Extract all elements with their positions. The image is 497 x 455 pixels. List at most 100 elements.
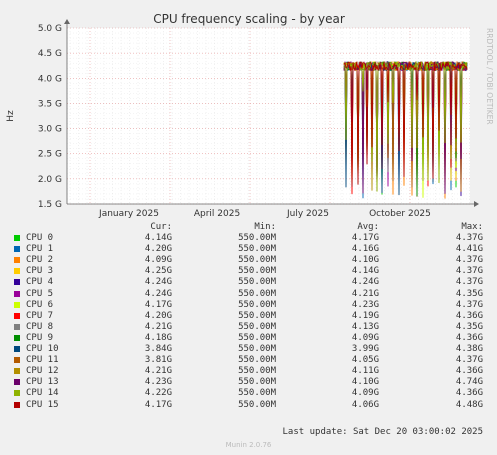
legend-row: CPU 15 4.17G 550.00M 4.06G 4.48G: [0, 400, 497, 411]
legend-avg-value: 4.06G: [351, 399, 379, 410]
legend-cur-value: 3.81G: [144, 355, 172, 366]
legend-max-value: 4.36G: [455, 366, 483, 377]
legend-max-value: 4.37G: [455, 355, 483, 366]
legend-cur-value: 4.23G: [144, 377, 172, 388]
legend-swatch: [14, 257, 20, 264]
legend-swatch: [14, 379, 20, 386]
legend-avg-value: 4.16G: [351, 244, 379, 255]
legend-max-value: 4.37G: [455, 255, 483, 266]
rrdtool-watermark: RRDTOOL / TOBI OETIKER: [485, 28, 494, 125]
legend-avg-value: 3.99G: [351, 344, 379, 355]
legend-row: CPU 0 4.14G 550.00M 4.17G 4.37G: [0, 233, 497, 244]
generator-label: Munin 2.0.76: [225, 441, 272, 449]
legend-avg-value: 4.21G: [351, 288, 379, 299]
legend-swatch: [14, 401, 20, 408]
legend-avg-value: 4.23G: [351, 299, 379, 310]
legend-cur-value: 4.20G: [144, 310, 172, 321]
legend-series-name: CPU 13: [26, 377, 59, 388]
legend-series-name: CPU 2: [26, 255, 54, 266]
legend-cur-value: 4.18G: [144, 332, 172, 343]
y-tick-label: 3.0 G: [38, 125, 62, 135]
legend-max-value: 4.74G: [455, 377, 483, 388]
legend-min-value: 550.00M: [238, 355, 276, 366]
chart: 1.5 G 2.0 G 2.5 G 3.0 G 3.5 G 4.0 G 4.5 G 5.0 G…: [6, 12, 494, 219]
legend-avg-value: 4.24G: [351, 277, 379, 288]
y-tick-label: 5.0 G: [38, 24, 62, 34]
legend-swatch: [14, 323, 20, 330]
legend-header: Cur: Min: Avg: Max:: [0, 222, 497, 233]
legend-avg-value: 4.13G: [351, 321, 379, 332]
series-line-cpu-15: [343, 61, 468, 187]
legend-avg-value: 4.09G: [351, 388, 379, 399]
legend-min-value: 550.00M: [238, 310, 276, 321]
legend-row: CPU 6 4.17G 550.00M 4.23G 4.37G: [0, 300, 497, 311]
legend-avg-value: 4.19G: [351, 310, 379, 321]
legend-cur-value: 4.17G: [144, 399, 172, 410]
legend-series-name: CPU 9: [26, 332, 54, 343]
legend-avg-value: 4.05G: [351, 355, 379, 366]
legend-row: CPU 1 4.20G 550.00M 4.16G 4.41G: [0, 244, 497, 255]
legend-swatch: [14, 268, 20, 275]
legend-series-name: CPU 11: [26, 355, 59, 366]
legend-rows: CPU 0 4.14G 550.00M 4.17G 4.37G CPU 1 4.20G 550…: [0, 233, 497, 411]
legend-max-value: 4.35G: [455, 288, 483, 299]
legend-series-name: CPU 12: [26, 366, 59, 377]
legend-min-value: 550.00M: [238, 244, 276, 255]
legend-min-value: 550.00M: [238, 255, 276, 266]
legend-row: CPU 14 4.22G 550.00M 4.09G 4.36G: [0, 388, 497, 399]
legend-max-value: 4.36G: [455, 388, 483, 399]
y-tick-label: 3.5 G: [38, 99, 62, 109]
legend-avg-value: 4.17G: [351, 233, 379, 244]
legend-cur-value: 4.24G: [144, 288, 172, 299]
legend-min-value: 550.00M: [238, 399, 276, 410]
legend-series-name: CPU 14: [26, 388, 59, 399]
legend-series-name: CPU 4: [26, 277, 54, 288]
legend-row: CPU 9 4.18G 550.00M 4.09G 4.36G: [0, 333, 497, 344]
legend-row: CPU 7 4.20G 550.00M 4.19G 4.36G: [0, 311, 497, 322]
legend-min-value: 550.00M: [238, 321, 276, 332]
legend-swatch: [14, 279, 20, 286]
legend-header-max: Max:: [461, 222, 483, 232]
y-axis-arrow: [64, 19, 70, 24]
x-tick-label: April 2025: [194, 209, 240, 219]
legend-swatch: [14, 334, 20, 341]
x-axis-arrow: [474, 201, 479, 207]
legend-row: CPU 8 4.21G 550.00M 4.13G 4.35G: [0, 322, 497, 333]
legend-min-value: 550.00M: [238, 288, 276, 299]
legend-swatch: [14, 357, 20, 364]
legend-cur-value: 4.25G: [144, 266, 172, 277]
legend-max-value: 4.35G: [455, 321, 483, 332]
legend-row: CPU 13 4.23G 550.00M 4.10G 4.74G: [0, 377, 497, 388]
grid: [67, 27, 470, 205]
legend-series-name: CPU 8: [26, 321, 54, 332]
legend-series-name: CPU 15: [26, 399, 59, 410]
y-tick-label: 2.0 G: [38, 175, 62, 185]
x-tick-label: July 2025: [286, 209, 329, 219]
legend-row: CPU 12 4.21G 550.00M 4.11G 4.36G: [0, 366, 497, 377]
legend-avg-value: 4.14G: [351, 266, 379, 277]
x-tick-label: January 2025: [98, 209, 159, 219]
legend-series-name: CPU 1: [26, 244, 54, 255]
y-tick-label: 1.5 G: [38, 200, 62, 210]
legend-row: CPU 5 4.24G 550.00M 4.21G 4.35G: [0, 289, 497, 300]
legend-series-name: CPU 7: [26, 310, 54, 321]
legend-cur-value: 4.21G: [144, 321, 172, 332]
legend-avg-value: 4.10G: [351, 377, 379, 388]
legend-row: CPU 4 4.24G 550.00M 4.24G 4.37G: [0, 277, 497, 288]
legend-cur-value: 4.24G: [144, 277, 172, 288]
legend-min-value: 550.00M: [238, 233, 276, 244]
legend-cur-value: 3.84G: [144, 344, 172, 355]
legend-cur-value: 4.09G: [144, 255, 172, 266]
legend-avg-value: 4.11G: [351, 366, 379, 377]
legend-row: CPU 3 4.25G 550.00M 4.14G 4.37G: [0, 266, 497, 277]
legend-min-value: 550.00M: [238, 388, 276, 399]
y-tick-label: 2.5 G: [38, 150, 62, 160]
legend-swatch: [14, 290, 20, 297]
legend-row: CPU 11 3.81G 550.00M 4.05G 4.37G: [0, 355, 497, 366]
legend-max-value: 4.37G: [455, 299, 483, 310]
y-tick-label: 4.5 G: [38, 49, 62, 59]
y-tick-label: 4.0 G: [38, 74, 62, 84]
legend-min-value: 550.00M: [238, 366, 276, 377]
legend-avg-value: 4.10G: [351, 255, 379, 266]
legend-swatch: [14, 346, 20, 353]
